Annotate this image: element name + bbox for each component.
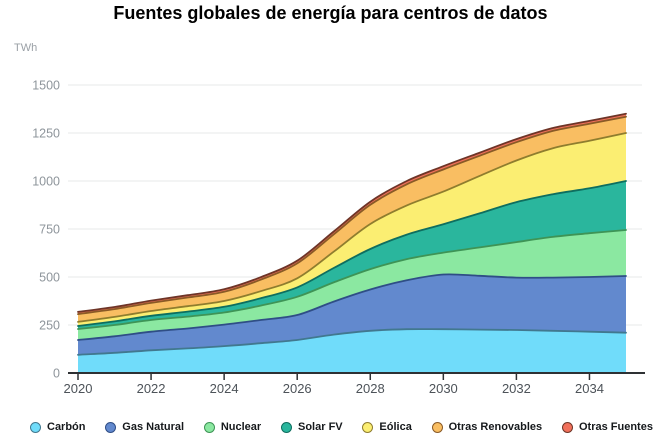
y-tick-label-1500: 1500 [32, 79, 60, 93]
x-tick-label-2026: 2026 [283, 381, 312, 396]
edge-solar-fv [77, 180, 627, 327]
y-tick-label-1000: 1000 [32, 175, 60, 189]
x-tick-label-2024: 2024 [210, 381, 239, 396]
x-tick-label-2034: 2034 [575, 381, 604, 396]
legend-marker-icon [561, 421, 573, 433]
legend-item-otras-renovables[interactable]: Otras Renovables [431, 421, 543, 433]
area-eólica [78, 133, 626, 326]
edge-otras-fuentes [77, 112, 627, 313]
legend-item-carbón[interactable]: Carbón [30, 421, 86, 433]
y-tick-label-750: 750 [39, 223, 60, 237]
legend-marker-icon [105, 421, 117, 433]
legend-marker-icon [431, 421, 443, 433]
chart-title: Fuentes globales de energía para centros… [113, 3, 548, 23]
edge-eólica [77, 132, 627, 323]
area-solar-fv [78, 181, 626, 329]
legend-item-nuclear[interactable]: Nuclear [203, 421, 262, 433]
legend-item-label: Eólica [379, 421, 412, 433]
x-tick-label-2032: 2032 [502, 381, 531, 396]
x-tick-label-2020: 2020 [64, 381, 93, 396]
y-tick-label-1250: 1250 [32, 127, 60, 141]
legend-marker-icon [203, 421, 215, 433]
chart-legend: Carbón Gas Natural Nuclear Solar FV Eólica Ot… [30, 415, 653, 439]
area-nuclear [78, 230, 626, 340]
legend-item-eólica[interactable]: Eólica [362, 421, 412, 433]
y-tick-label-250: 250 [39, 319, 60, 333]
legend-marker-icon [281, 421, 292, 433]
x-tick-label-2022: 2022 [137, 381, 166, 396]
y-axis-unit-label: TWh [14, 42, 38, 54]
x-tick-label-2030: 2030 [429, 381, 458, 396]
y-tick-label-0: 0 [53, 367, 60, 381]
legend-item-label: Otras Fuentes [578, 421, 653, 433]
edge-carbón [77, 328, 627, 356]
legend-item-label: Gas Natural [122, 421, 185, 433]
legend-item-label: Otras Renovables [448, 421, 543, 433]
legend-marker-icon [362, 421, 374, 433]
area-gas-natural [78, 274, 626, 355]
x-tick-label-2028: 2028 [356, 381, 385, 396]
edge-gas-natural [77, 273, 627, 341]
legend-item-gas-natural[interactable]: Gas Natural [105, 421, 184, 433]
legend-marker-icon [30, 421, 41, 433]
legend-item-solar-fv[interactable]: Solar FV [281, 421, 343, 433]
edge-nuclear [77, 229, 627, 330]
edge-otras-renovables [77, 115, 627, 315]
legend-item-label: Nuclear [220, 421, 262, 433]
area-carbón [78, 329, 626, 373]
stacked-area-chart: 2020 2022 2024 2026 2028 2030 2032 2034 0 250 500 7… [32, 79, 645, 396]
legend-item-otras-fuentes[interactable]: Otras Fuentes [561, 421, 653, 433]
y-tick-label-500: 500 [39, 271, 60, 285]
legend-item-label: Carbón [47, 421, 86, 433]
legend-item-label: Solar FV [298, 421, 343, 433]
